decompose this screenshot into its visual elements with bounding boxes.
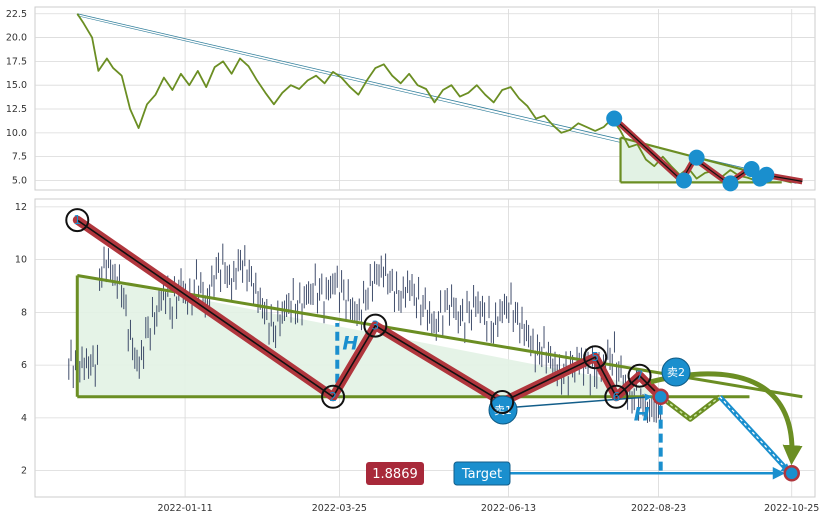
- detail-x-tick-label: 2022-08-23: [631, 503, 686, 514]
- overview-pivot-marker: [758, 166, 775, 183]
- pivot-circle: [490, 390, 515, 415]
- overview-y-tick-label: 17.5: [6, 56, 27, 67]
- pivot-label: 2: [329, 390, 337, 404]
- sell2-bubble: [661, 357, 691, 387]
- height-label: H: [342, 332, 358, 354]
- price-box-label: 1.8869: [372, 467, 418, 482]
- price-annotation: 1.8869: [366, 462, 424, 485]
- detail-y-tick-label: 2: [21, 466, 27, 477]
- pivot-label: 4: [498, 395, 506, 409]
- target-box-label: Target: [461, 467, 502, 482]
- sell1-pointer: [516, 393, 653, 408]
- detail-y-tick-label: 12: [15, 202, 27, 213]
- price-box: [366, 462, 424, 485]
- target-box: [453, 461, 511, 486]
- pivot-circle: [363, 313, 388, 338]
- projection-path-dashed: [719, 396, 787, 469]
- detail-x-tick-label: 2022-03-25: [312, 503, 367, 514]
- pivot-circle: [627, 363, 652, 388]
- detail-y-tick-label: 6: [21, 360, 27, 371]
- overview-y-tick-label: 10.0: [6, 128, 27, 139]
- pivot-circle: [321, 384, 346, 409]
- detail-y-tick-label: 4: [21, 413, 27, 424]
- overview-panel: 5.0 7.5 10.0 12.5 15.0 17.5 20.0 22.5: [6, 6, 816, 192]
- overview-pivot-marker: [722, 175, 739, 192]
- sell1-label: 卖1: [494, 404, 512, 417]
- detail-x-tick-label: 2022-01-11: [157, 503, 212, 514]
- height-label: H: [634, 404, 650, 426]
- overview-y-tick-label: 5.0: [12, 175, 27, 186]
- overview-y-tick-label: 7.5: [12, 152, 27, 163]
- pivot-label: 7: [636, 369, 644, 383]
- target-marker: [783, 465, 800, 482]
- detail-y-tick-label: 10: [15, 255, 27, 266]
- overview-y-tick-label: 15.0: [6, 80, 27, 91]
- overview-price-line: [76, 13, 757, 182]
- detail-x-tick-label: 2022-06-13: [481, 503, 536, 514]
- projection-path-dashed: [660, 396, 721, 421]
- pivot-label: 3: [372, 319, 380, 333]
- pivot-label: 6: [612, 390, 620, 404]
- pivot-label: 1: [73, 213, 81, 227]
- pattern-zigzag-core: [76, 219, 662, 403]
- sell2-label: 卖2: [667, 366, 685, 379]
- pivot-circle: [583, 345, 608, 370]
- overview-y-tick-label: 20.0: [6, 33, 27, 44]
- sell1-bubble: [488, 395, 518, 425]
- overview-y-tick-label: 22.5: [6, 9, 27, 20]
- pivot-circle: [65, 208, 90, 233]
- detail-y-tick-label: 8: [21, 307, 27, 318]
- pivot-circle: [604, 384, 629, 409]
- breakout-marker: [652, 388, 669, 406]
- overview-pivot-marker: [606, 110, 623, 127]
- target-annotation: Target: [453, 461, 511, 486]
- overview-y-tick-label: 12.5: [6, 104, 27, 115]
- candlesticks: [68, 243, 662, 423]
- detail-x-tick-label: 2022-10-25: [764, 503, 819, 514]
- overview-pivot-marker: [675, 172, 692, 189]
- overview-pivot-marker: [688, 149, 705, 166]
- pivot-label: 5: [591, 350, 599, 364]
